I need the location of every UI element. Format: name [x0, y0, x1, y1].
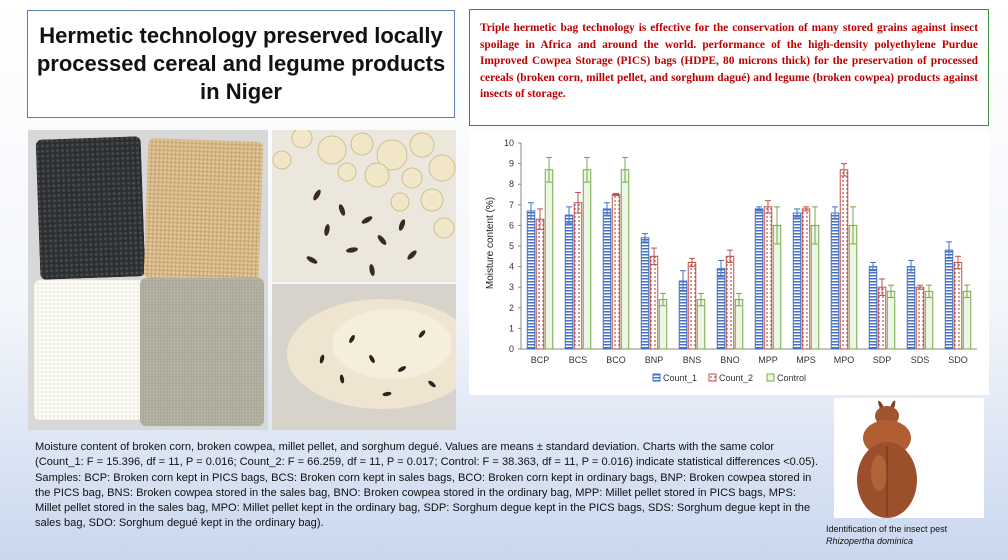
legend-label-count_2: Count_2	[719, 373, 753, 383]
bar-count_2-sdo	[953, 261, 963, 350]
y-tick-label: 9	[509, 159, 514, 169]
bar-count_2-bno	[725, 255, 735, 350]
y-tick-label: 5	[509, 241, 514, 251]
bar-count_1-bco	[602, 208, 612, 350]
moisture-bar-chart: Moisture content (%) 0 1 2 3 4 5 6 7 8 9 10 BCP BCS B…	[485, 138, 977, 383]
y-tick-label: 10	[504, 138, 514, 148]
bar-count_1-bno	[716, 268, 726, 350]
beetle-icon	[857, 400, 917, 518]
y-tick-label: 4	[509, 262, 514, 272]
x-tick-label: BCP	[531, 355, 550, 365]
x-tick-label: SDO	[948, 355, 968, 365]
bar-count_2-mpp	[763, 206, 773, 350]
bar-count_2-sdp	[877, 286, 887, 350]
millet-pellet-bag	[143, 138, 264, 282]
storage-bags-photo	[28, 130, 268, 430]
bar-control-bco	[620, 169, 630, 350]
figure-caption: Moisture content of broken corn, broken …	[35, 441, 819, 530]
x-tick-label: BNP	[645, 355, 664, 365]
x-tick-label: SDS	[911, 355, 930, 365]
title-box: Hermetic technology preserved locally pr…	[27, 10, 455, 118]
bar-count_1-sds	[906, 266, 916, 350]
bar-control-sds	[924, 290, 934, 350]
bar-count_1-bnp	[640, 237, 650, 350]
bar-count_1-mpo	[830, 212, 840, 350]
bar-count_1-sdo	[944, 249, 954, 350]
y-tick-label: 6	[509, 220, 514, 230]
bar-count_1-mps	[792, 212, 802, 350]
infested-pellets-photo	[272, 130, 456, 282]
infested-flour-photo	[272, 284, 456, 430]
insect-species: Rhizopertha dominica	[826, 536, 914, 546]
insect-caption: Identification of the insect pest Rhizop…	[826, 523, 996, 547]
broken-cowpea-bag	[34, 280, 146, 420]
bar-count_2-bnp	[649, 255, 659, 350]
broken-corn-bag	[35, 136, 146, 280]
bar-control-sdp	[886, 290, 896, 350]
bar-count_2-bcp	[535, 218, 545, 350]
bar-count_2-mps	[801, 208, 811, 350]
bar-control-sdo	[962, 290, 972, 350]
legend-swatch-count_1	[652, 373, 661, 382]
sorghum-degue-bag	[140, 278, 264, 426]
x-tick-label: BNS	[683, 355, 702, 365]
x-tick-label: MPP	[758, 355, 778, 365]
abstract-box: Triple hermetic bag technology is effect…	[469, 9, 989, 126]
bar-control-bnp	[658, 299, 668, 350]
legend-swatch-control	[766, 373, 775, 382]
y-tick-label: 1	[509, 323, 514, 333]
y-tick-label: 3	[509, 282, 514, 292]
y-tick-label: 7	[509, 200, 514, 210]
bar-count_1-bcs	[564, 214, 574, 350]
moisture-chart: Moisture content (%) 0 1 2 3 4 5 6 7 8 9 10 BCP BCS B…	[469, 131, 989, 395]
bar-count_2-sds	[915, 286, 925, 350]
y-tick-label: 0	[509, 344, 514, 354]
bar-count_1-mpp	[754, 208, 764, 350]
infested-pellets-drawing	[272, 130, 456, 276]
legend-label-count_1: Count_1	[663, 373, 697, 383]
insect-pest-photo	[834, 398, 984, 518]
x-tick-label: BCO	[606, 355, 626, 365]
bar-count_2-bns	[687, 261, 697, 350]
y-tick-label: 2	[509, 303, 514, 313]
x-tick-label: MPO	[834, 355, 855, 365]
bar-count_2-bco	[611, 194, 621, 350]
y-axis-label: Moisture content (%)	[485, 197, 496, 289]
x-tick-label: MPS	[796, 355, 816, 365]
x-tick-label: BCS	[569, 355, 588, 365]
x-tick-label: BNO	[720, 355, 740, 365]
bar-control-bcs	[582, 169, 592, 350]
bar-control-bcp	[544, 169, 554, 350]
bar-count_1-sdp	[868, 266, 878, 350]
poster-title: Hermetic technology preserved locally pr…	[36, 23, 446, 104]
abstract-text: Triple hermetic bag technology is effect…	[480, 22, 978, 101]
bar-count_2-bcs	[573, 202, 583, 350]
infested-flour-drawing	[287, 299, 456, 409]
bar-control-bns	[696, 299, 706, 350]
insect-label: Identification of the insect pest	[826, 524, 948, 534]
legend-label-control: Control	[777, 373, 806, 383]
bar-control-bno	[734, 299, 744, 350]
bar-count_2-mpo	[839, 169, 849, 350]
legend-swatch-count_2	[708, 373, 717, 382]
y-tick-label: 8	[509, 179, 514, 189]
x-tick-label: SDP	[873, 355, 892, 365]
bar-count_1-bcp	[526, 210, 536, 350]
